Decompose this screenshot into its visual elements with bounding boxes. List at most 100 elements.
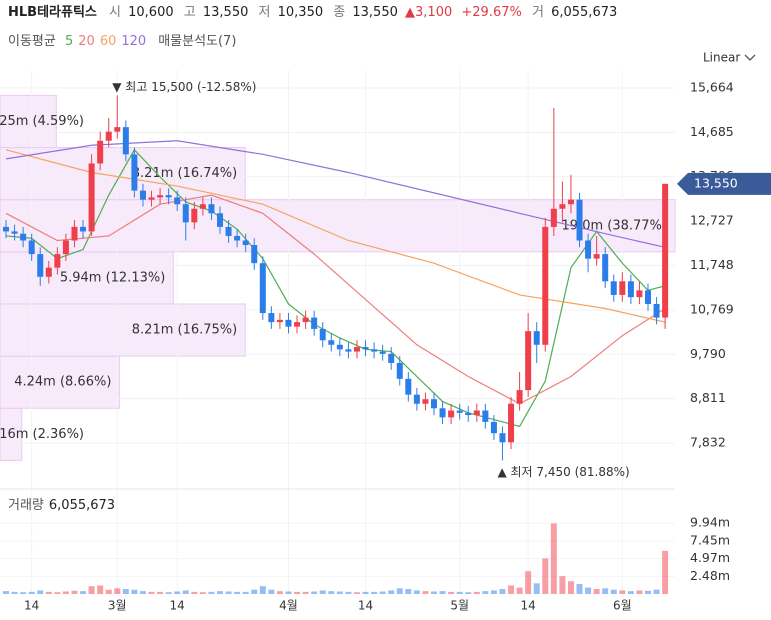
volume-bar bbox=[362, 591, 369, 594]
change: ▲3,100 bbox=[405, 5, 452, 20]
candle-body bbox=[345, 349, 352, 352]
volume-bar bbox=[499, 589, 506, 594]
stock-name: HLB테라퓨틱스 bbox=[8, 4, 97, 20]
volume-bar bbox=[439, 591, 446, 594]
candle-body bbox=[157, 195, 164, 198]
volume-bar bbox=[225, 591, 232, 594]
field-label: 저 bbox=[259, 5, 271, 20]
x-tick-label: 14 bbox=[24, 599, 39, 613]
legend-entry: 5 bbox=[65, 34, 73, 49]
volume-title: 거래량 6,055,673 bbox=[8, 498, 115, 513]
volume-bar bbox=[174, 591, 181, 594]
volume-bar bbox=[396, 588, 403, 594]
volume-bar bbox=[37, 590, 44, 594]
candle-body bbox=[294, 322, 301, 327]
volume-bar bbox=[71, 590, 78, 594]
y-tick-label: 14,685 bbox=[690, 124, 734, 139]
candle-body bbox=[11, 231, 18, 234]
candle-body bbox=[148, 197, 155, 200]
candle-body bbox=[62, 240, 69, 255]
volume-bar bbox=[345, 591, 352, 594]
candle-body bbox=[37, 254, 44, 277]
volume-bar bbox=[619, 590, 626, 594]
volume-tick-label: 2.48m bbox=[690, 568, 730, 583]
volume-bar bbox=[533, 583, 540, 594]
legend-entry: 20 bbox=[78, 34, 95, 49]
field-value: 10,600 bbox=[128, 5, 174, 20]
profile-band bbox=[0, 251, 174, 305]
volume-bar bbox=[259, 586, 266, 594]
candle-body bbox=[199, 204, 206, 209]
volume-bar bbox=[516, 587, 523, 594]
chevron[interactable] bbox=[744, 54, 756, 61]
volume-bar bbox=[328, 591, 335, 594]
profile-band bbox=[0, 355, 120, 409]
candle-body bbox=[319, 328, 326, 341]
volume-title-value: 6,055,673 bbox=[49, 498, 115, 513]
volume-bar bbox=[62, 591, 69, 594]
volume-bar bbox=[11, 591, 18, 594]
candle-body bbox=[336, 344, 343, 350]
volume-bar bbox=[636, 590, 643, 594]
volume-bar bbox=[122, 589, 129, 594]
candle-body bbox=[456, 410, 463, 413]
volume-bar bbox=[208, 591, 215, 594]
candle-body bbox=[353, 347, 360, 352]
candle-body bbox=[242, 240, 249, 246]
candle-body bbox=[602, 254, 609, 282]
volume-bar bbox=[54, 592, 61, 594]
volume-bar bbox=[302, 591, 309, 594]
legend-title: 이동평균 bbox=[8, 34, 56, 49]
candle-body bbox=[208, 204, 215, 214]
volume-bar bbox=[371, 591, 378, 594]
volume-bar bbox=[610, 589, 617, 594]
volume-bar bbox=[413, 590, 420, 594]
profile-label: 4.24m (8.66%) bbox=[14, 375, 111, 390]
volume-bar bbox=[234, 591, 241, 594]
header: HLB테라퓨틱스 시 10,600 고 13,550 저 10,350 종 13… bbox=[8, 4, 617, 20]
candle-body bbox=[465, 412, 472, 416]
candle-body bbox=[122, 127, 129, 155]
volume-bar bbox=[542, 558, 549, 594]
candle-body bbox=[559, 204, 566, 209]
profile-label: 8.21m (16.74%) bbox=[132, 166, 237, 181]
volume-bar bbox=[627, 591, 634, 594]
volume-bar bbox=[157, 591, 164, 594]
x-tick-label: 14 bbox=[358, 599, 373, 613]
candle-body bbox=[45, 267, 52, 277]
profile-band bbox=[0, 303, 246, 357]
volume-title-label: 거래량 bbox=[8, 498, 44, 513]
volume-bar bbox=[585, 587, 592, 594]
ma-line bbox=[5, 194, 666, 405]
volume-bar bbox=[525, 571, 532, 594]
volume-bar bbox=[482, 591, 489, 594]
volume-bar bbox=[28, 591, 35, 594]
volume-bar bbox=[473, 591, 480, 594]
candle-body bbox=[550, 208, 557, 227]
volume-bar bbox=[148, 591, 155, 594]
candle-body bbox=[627, 281, 634, 298]
candle-body bbox=[311, 317, 318, 329]
scale-button[interactable]: Linear bbox=[703, 51, 740, 65]
candle-body bbox=[662, 183, 669, 318]
background-layer bbox=[0, 70, 676, 594]
candle-body bbox=[131, 154, 138, 191]
volume-bar bbox=[191, 591, 198, 594]
candle-body bbox=[302, 317, 309, 323]
candle-body bbox=[225, 226, 232, 236]
candle-body bbox=[234, 235, 241, 241]
candle-body bbox=[114, 127, 121, 132]
volume-bar bbox=[311, 591, 318, 594]
field-value: 10,350 bbox=[278, 5, 324, 20]
candle-body bbox=[499, 433, 506, 443]
candle-body bbox=[653, 303, 660, 318]
ma-line bbox=[5, 149, 666, 323]
y-tick-label: 10,769 bbox=[690, 301, 734, 316]
y-tick-label: 8,811 bbox=[690, 390, 726, 405]
candle-body bbox=[182, 204, 189, 223]
volume-bar bbox=[131, 589, 138, 594]
volume-bar bbox=[165, 592, 172, 594]
candle-body bbox=[482, 410, 489, 422]
profile-label: 2.25m (4.59%) bbox=[0, 114, 84, 129]
field-label: 고 bbox=[184, 5, 196, 20]
